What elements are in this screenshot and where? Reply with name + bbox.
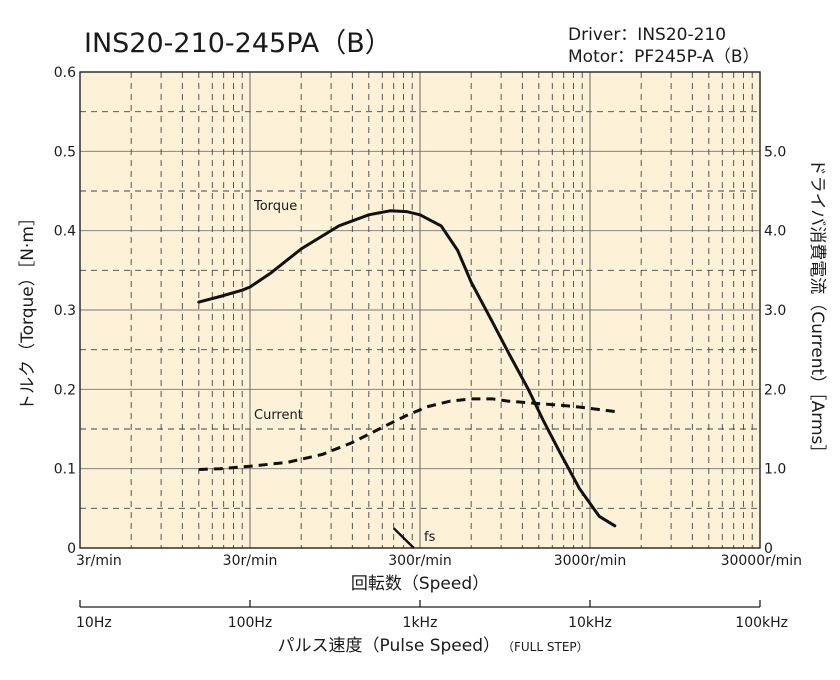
series-line-current bbox=[198, 397, 615, 471]
left-y-tick-labels: 0 0.1 0.2 0.3 0.4 0.5 0.6 bbox=[54, 65, 76, 557]
pulse-tick-labels: 10Hz 100Hz 1kHz 10kHz 100kHz bbox=[76, 615, 788, 631]
y-right-tick-label: 4.0 bbox=[764, 224, 786, 240]
speed-tick-label: 30000r/min bbox=[721, 553, 802, 569]
pulse-tick-label: 10Hz bbox=[76, 615, 112, 631]
pulse-tick-label: 1kHz bbox=[403, 615, 438, 631]
y-right-tick-label: 1.0 bbox=[764, 462, 786, 478]
y-right-tick-label: 5.0 bbox=[764, 144, 786, 160]
series-label-current: Current bbox=[254, 408, 303, 423]
driver-info: Driver：INS20-210 bbox=[568, 25, 726, 45]
grid-minor-vertical bbox=[130, 72, 753, 548]
fs-marker-line bbox=[392, 527, 415, 549]
speed-tick-label: 3r/min bbox=[76, 553, 122, 569]
y-left-tick-label: 0 bbox=[67, 541, 76, 557]
y-left-tick-label: 0.4 bbox=[54, 224, 76, 240]
y-left-tick-label: 0.6 bbox=[54, 65, 76, 81]
fs-label: fs bbox=[424, 530, 436, 545]
speed-tick-label: 300r/min bbox=[388, 553, 452, 569]
grid-minor-horizontal bbox=[80, 111, 760, 509]
y-left-tick-label: 0.3 bbox=[54, 303, 76, 319]
y-axis-right-title: ドライバ消費電流（Current）［Arms］ bbox=[807, 159, 827, 462]
speed-tick-label: 30r/min bbox=[223, 553, 278, 569]
y-left-tick-label: 0.5 bbox=[54, 144, 76, 160]
y-left-tick-label: 0.2 bbox=[54, 382, 76, 398]
chart-title: INS20-210-245PA（B） bbox=[84, 28, 392, 59]
series-line-torque bbox=[197, 209, 617, 528]
pulse-axis-ticks bbox=[79, 600, 761, 607]
pulse-axis-subtitle: （FULL STEP） bbox=[502, 640, 589, 654]
pulse-tick-label: 100Hz bbox=[228, 615, 273, 631]
series-label-torque: Torque bbox=[253, 199, 297, 214]
speed-tick-labels: 3r/min 30r/min 300r/min 3000r/min 30000r/min bbox=[76, 553, 802, 569]
y-right-tick-label: 0 bbox=[764, 541, 773, 557]
motor-info: Motor：PF245P-A（B） bbox=[568, 47, 760, 67]
y-right-tick-label: 2.0 bbox=[764, 382, 786, 398]
grid-major bbox=[249, 72, 591, 548]
speed-tick-label: 3000r/min bbox=[554, 553, 627, 569]
pulse-tick-label: 10kHz bbox=[568, 615, 612, 631]
plot-frame bbox=[79, 71, 761, 549]
x-axis-title: 回転数（Speed） bbox=[351, 574, 489, 594]
y-left-tick-label: 0.1 bbox=[54, 462, 76, 478]
pulse-tick-label: 100kHz bbox=[735, 615, 788, 631]
y-axis-left-title: トルク（Torque）［N·m］ bbox=[18, 209, 38, 411]
pulse-axis-title: パルス速度（Pulse Speed） bbox=[278, 636, 500, 656]
y-right-tick-label: 3.0 bbox=[764, 303, 786, 319]
right-y-tick-labels: 0 1.0 2.0 3.0 4.0 5.0 bbox=[764, 144, 786, 557]
